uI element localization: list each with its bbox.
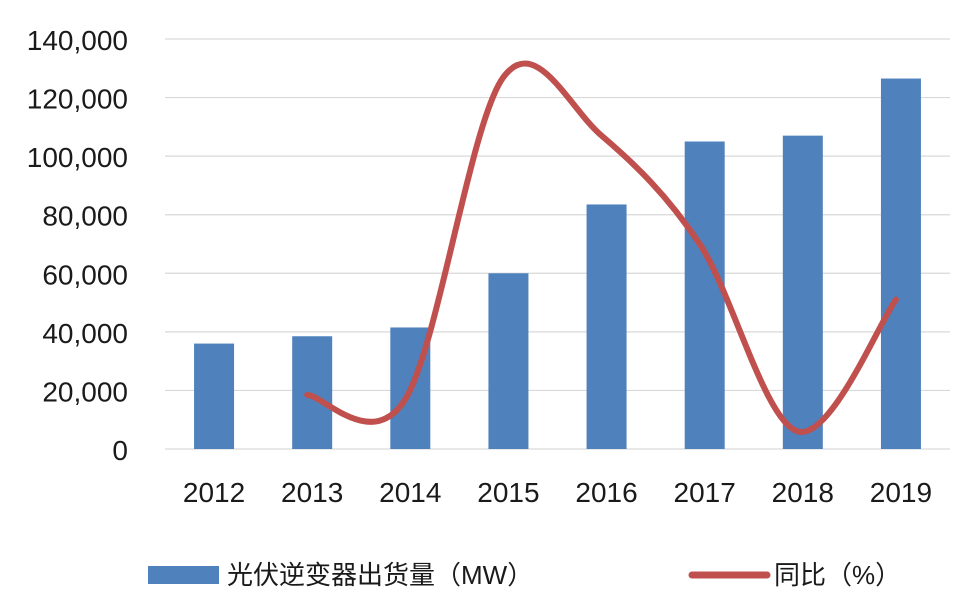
bar-2012 bbox=[194, 344, 234, 449]
bar-2019 bbox=[881, 79, 921, 449]
y-tick-label: 80,000 bbox=[42, 201, 128, 232]
bar-2013 bbox=[292, 336, 332, 449]
y-tick-label: 20,000 bbox=[42, 376, 128, 407]
x-tick-label: 2016 bbox=[575, 477, 637, 508]
legend: 光伏逆变器出货量（MW） 同比（%） bbox=[148, 560, 901, 590]
legend-bar-label: 光伏逆变器出货量（MW） bbox=[227, 560, 533, 590]
y-tick-label: 60,000 bbox=[42, 259, 128, 290]
y-axis-ticks: 0 20,000 40,000 60,000 80,000 100,000 120,000 1… bbox=[27, 25, 128, 466]
y-tick-label: 100,000 bbox=[27, 142, 128, 173]
x-tick-label: 2019 bbox=[870, 477, 932, 508]
bar-series bbox=[194, 79, 921, 449]
y-tick-label: 0 bbox=[112, 435, 128, 466]
x-axis-ticks: 2012 2013 2014 2015 2016 2017 2018 2019 bbox=[183, 477, 932, 508]
bar-2015 bbox=[488, 273, 528, 449]
bar-2018 bbox=[783, 136, 823, 449]
y-tick-label: 120,000 bbox=[27, 84, 128, 115]
x-tick-label: 2018 bbox=[772, 477, 834, 508]
legend-bar-swatch bbox=[148, 566, 219, 584]
x-tick-label: 2015 bbox=[477, 477, 539, 508]
gridlines bbox=[165, 39, 950, 449]
x-tick-label: 2017 bbox=[674, 477, 736, 508]
x-tick-label: 2014 bbox=[379, 477, 441, 508]
y-tick-label: 40,000 bbox=[42, 318, 128, 349]
x-tick-label: 2013 bbox=[281, 477, 343, 508]
legend-line-label: 同比（%） bbox=[774, 560, 901, 590]
bar-2017 bbox=[685, 142, 725, 450]
y-tick-label: 140,000 bbox=[27, 25, 128, 56]
x-tick-label: 2012 bbox=[183, 477, 245, 508]
bar-2016 bbox=[587, 204, 627, 449]
